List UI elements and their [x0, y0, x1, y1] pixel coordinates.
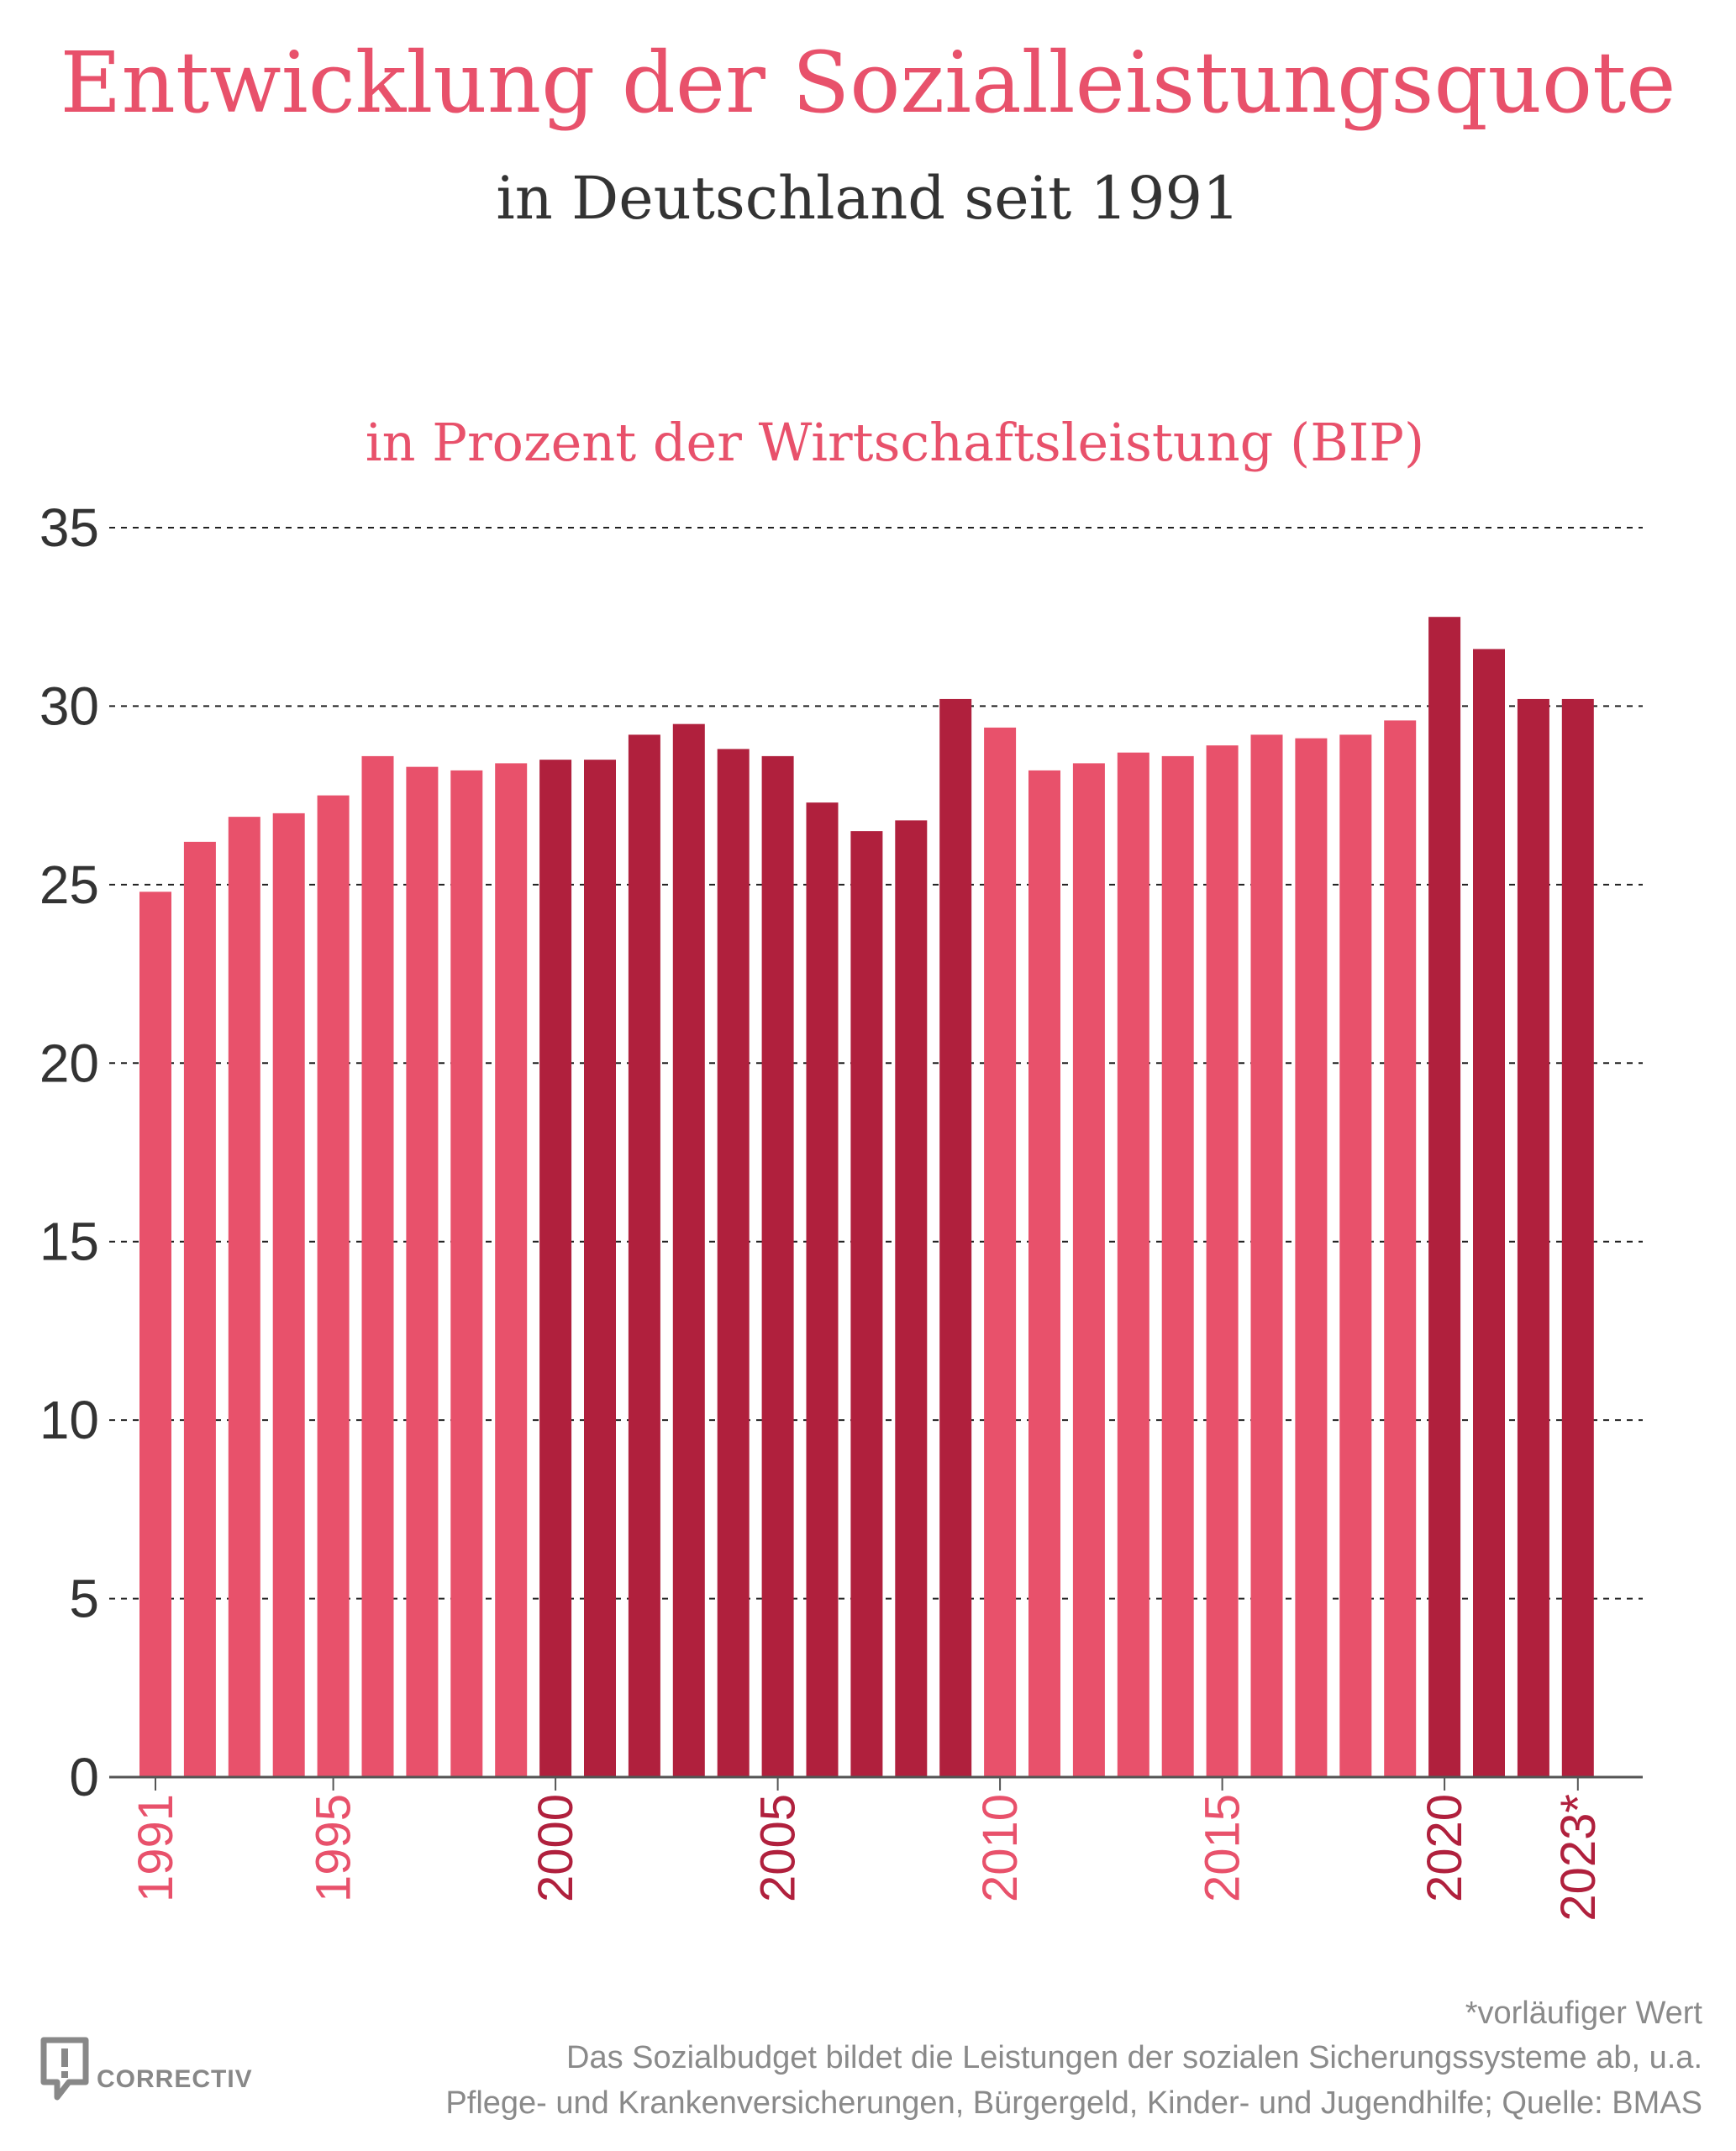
bar-1995: [317, 795, 350, 1778]
bar-2009: [939, 698, 972, 1778]
bar-2020: [1428, 617, 1461, 1777]
bar-2014: [1161, 755, 1194, 1777]
bar-2017: [1295, 738, 1328, 1777]
bar-2022: [1517, 698, 1549, 1778]
footnote-preliminary: *vorläufiger Wert: [1465, 1996, 1702, 2031]
chart-subtitle: in Deutschland seit 1991: [496, 164, 1240, 233]
bar-2012: [1072, 763, 1105, 1777]
bar-1997: [406, 766, 439, 1777]
x-tick-label-2000: 2000: [529, 1794, 583, 1902]
x-tick-label-2020: 2020: [1418, 1794, 1472, 1902]
bar-2003: [672, 723, 705, 1778]
bar-2005: [761, 755, 794, 1777]
bar-2013: [1117, 752, 1149, 1778]
bar-2006: [806, 802, 839, 1777]
y-tick-label-15: 15: [39, 1212, 99, 1272]
bar-2004: [717, 749, 750, 1778]
bar-1998: [450, 770, 483, 1777]
bar-2000: [539, 760, 572, 1777]
bar-2018: [1339, 734, 1372, 1777]
bar-2016: [1250, 734, 1283, 1777]
y-tick-label-20: 20: [39, 1033, 99, 1093]
bar-2002: [628, 734, 660, 1777]
logo-text: CORRECTIV: [97, 2065, 253, 2093]
x-tick-label-1991: 1991: [129, 1794, 183, 1902]
bar-2023: [1561, 698, 1594, 1778]
x-tick-label-2010: 2010: [973, 1794, 1028, 1902]
y-tick-label-30: 30: [39, 676, 99, 736]
bar-1996: [361, 755, 394, 1777]
correctiv-logo-icon: [40, 2037, 89, 2101]
x-tick-label-1995: 1995: [307, 1794, 361, 1902]
y-tick-label-5: 5: [69, 1569, 99, 1629]
bar-1994: [272, 813, 305, 1777]
bar-2019: [1384, 720, 1417, 1777]
bar-1992: [183, 841, 216, 1777]
bar-2015: [1206, 745, 1239, 1777]
bar-1991: [139, 891, 171, 1777]
y-tick-label-35: 35: [39, 497, 99, 558]
footnote-source-line2: Pflege- und Krankenversicherungen, Bürge…: [445, 2085, 1702, 2121]
x-tick-label-2015: 2015: [1196, 1794, 1250, 1902]
y-tick-label-0: 0: [69, 1747, 99, 1807]
bar-2010: [984, 727, 1017, 1778]
bars: [139, 617, 1594, 1778]
bar-2021: [1473, 649, 1505, 1777]
y-axis-ticks: 0 5 10 15 20 25 30 35: [39, 497, 99, 1807]
x-axis-ticks: 1991 1995 2000 2005 2010 2015 2020 2023*: [129, 1777, 1606, 1922]
footnote-source-line1: Das Sozialbudget bildet die Leistungen d…: [566, 2040, 1702, 2075]
y-tick-label-25: 25: [39, 855, 99, 915]
bar-2011: [1028, 770, 1060, 1777]
bar-2007: [850, 831, 883, 1777]
x-tick-label-2023: 2023*: [1551, 1794, 1606, 1922]
bar-1999: [495, 763, 528, 1777]
y-tick-label-10: 10: [39, 1390, 99, 1450]
bar-2008: [895, 820, 928, 1778]
x-tick-label-2005: 2005: [751, 1794, 806, 1902]
bar-2001: [584, 760, 616, 1777]
unit-label: in Prozent der Wirtschaftsleistung (BIP): [365, 412, 1425, 473]
chart-title: Entwicklung der Sozialleistungsquote: [60, 34, 1676, 132]
bar-1993: [228, 817, 260, 1777]
